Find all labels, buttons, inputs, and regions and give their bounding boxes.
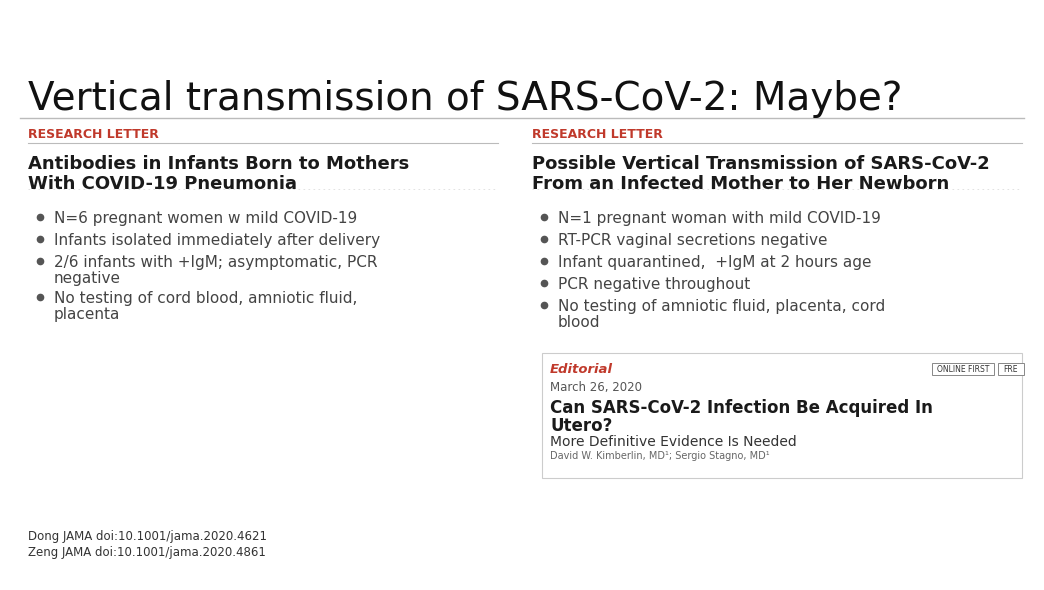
Text: RT-PCR vaginal secretions negative: RT-PCR vaginal secretions negative [557,233,828,248]
FancyBboxPatch shape [998,363,1024,375]
Text: Infants isolated immediately after delivery: Infants isolated immediately after deliv… [54,233,380,248]
Text: PCR negative throughout: PCR negative throughout [557,277,751,292]
Text: Editorial: Editorial [550,363,613,376]
Text: negative: negative [54,271,121,286]
Text: Infant quarantined,  +IgM at 2 hours age: Infant quarantined, +IgM at 2 hours age [557,255,872,270]
FancyBboxPatch shape [542,353,1022,478]
Text: N=1 pregnant woman with mild COVID-19: N=1 pregnant woman with mild COVID-19 [557,211,881,226]
Text: ONLINE FIRST: ONLINE FIRST [936,365,989,373]
Text: blood: blood [557,315,600,330]
Text: Dong JAMA doi:10.1001/jama.2020.4621: Dong JAMA doi:10.1001/jama.2020.4621 [28,530,267,543]
Text: With COVID-19 Pneumonia: With COVID-19 Pneumonia [28,175,296,193]
Text: From an Infected Mother to Her Newborn: From an Infected Mother to Her Newborn [532,175,949,193]
Text: Can SARS-CoV-2 Infection Be Acquired In: Can SARS-CoV-2 Infection Be Acquired In [550,399,933,417]
Text: No testing of amniotic fluid, placenta, cord: No testing of amniotic fluid, placenta, … [557,299,885,314]
FancyBboxPatch shape [932,363,994,375]
Text: placenta: placenta [54,307,120,322]
Text: Possible Vertical Transmission of SARS-CoV-2: Possible Vertical Transmission of SARS-C… [532,155,990,173]
Text: Vertical transmission of SARS-CoV-2: Maybe?: Vertical transmission of SARS-CoV-2: May… [28,80,902,118]
Text: Utero?: Utero? [550,417,613,435]
Text: 2/6 infants with +IgM; asymptomatic, PCR: 2/6 infants with +IgM; asymptomatic, PCR [54,255,378,270]
Text: Zeng JAMA doi:10.1001/jama.2020.4861: Zeng JAMA doi:10.1001/jama.2020.4861 [28,546,266,559]
Text: Antibodies in Infants Born to Mothers: Antibodies in Infants Born to Mothers [28,155,409,173]
Text: RESEARCH LETTER: RESEARCH LETTER [28,128,159,141]
Text: More Definitive Evidence Is Needed: More Definitive Evidence Is Needed [550,435,797,449]
Text: March 26, 2020: March 26, 2020 [550,381,642,394]
Text: N=6 pregnant women w mild COVID-19: N=6 pregnant women w mild COVID-19 [54,211,357,226]
Text: RESEARCH LETTER: RESEARCH LETTER [532,128,663,141]
Text: No testing of cord blood, amniotic fluid,: No testing of cord blood, amniotic fluid… [54,291,357,306]
Text: David W. Kimberlin, MD¹; Sergio Stagno, MD¹: David W. Kimberlin, MD¹; Sergio Stagno, … [550,451,769,461]
Text: FRE: FRE [1003,365,1018,373]
